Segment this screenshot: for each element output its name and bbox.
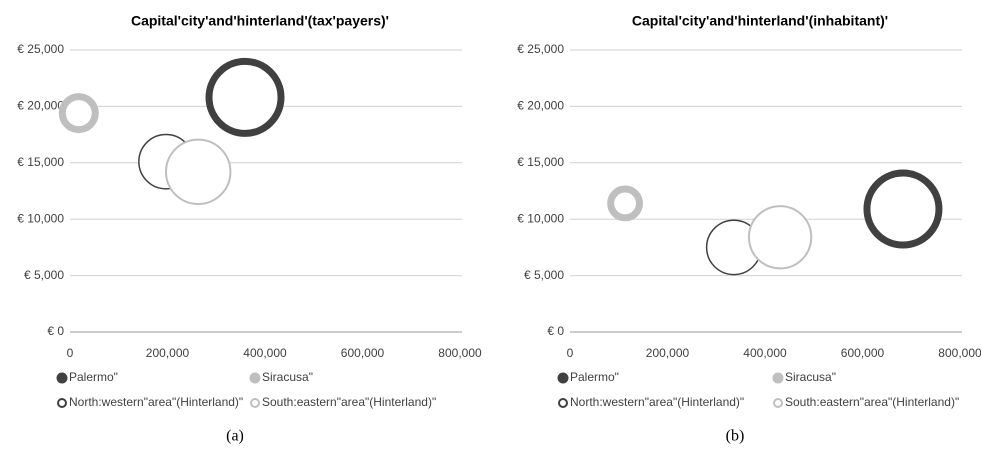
legend-label: South:eastern"area"(Hinterland)" <box>262 395 436 409</box>
bubble <box>58 93 99 134</box>
y-tick-label: € 5,000 <box>524 268 564 282</box>
legend-marker <box>772 372 784 384</box>
legend-label: Siracusa" <box>262 370 313 384</box>
x-tick-label: 600,000 <box>841 346 885 360</box>
x-tick-label: 0 <box>67 346 74 360</box>
y-tick-label: € 0 <box>47 324 64 338</box>
legend-label: Palermo" <box>570 370 619 384</box>
x-tick-label: 400,000 <box>243 346 287 360</box>
y-tick-label: € 20,000 <box>17 99 64 113</box>
legend-label: North:western"area"(Hinterland)" <box>570 395 744 409</box>
y-tick-label: € 10,000 <box>17 211 64 225</box>
legend-marker <box>558 398 568 408</box>
caption: (b) <box>726 428 745 445</box>
legend-label: Siracusa" <box>785 370 836 384</box>
y-tick-label: € 0 <box>547 324 564 338</box>
bubble <box>607 185 643 222</box>
y-tick-label: € 20,000 <box>517 99 564 113</box>
y-tick-label: € 10,000 <box>517 211 564 225</box>
x-tick-label: 800,000 <box>938 346 981 360</box>
chart-title: Capital'city'and'hinterland'(inhabitant)… <box>632 13 888 29</box>
x-tick-label: 200,000 <box>646 346 690 360</box>
x-tick-label: 400,000 <box>743 346 787 360</box>
bubble <box>747 205 813 270</box>
x-tick-label: 200,000 <box>146 346 190 360</box>
y-tick-label: € 15,000 <box>17 155 64 169</box>
x-tick-label: 600,000 <box>341 346 385 360</box>
legend-marker <box>56 372 68 384</box>
legend-label: Palermo" <box>69 370 118 384</box>
y-tick-label: € 15,000 <box>517 155 564 169</box>
legend-marker <box>249 372 261 384</box>
x-tick-label: 800,000 <box>438 346 482 360</box>
caption: (a) <box>226 428 244 445</box>
x-tick-label: 0 <box>567 346 574 360</box>
legend-marker <box>57 398 67 408</box>
legend-label: South:eastern"area"(Hinterland)" <box>785 395 959 409</box>
legend-marker <box>557 372 569 384</box>
legend-marker <box>773 398 783 408</box>
legend-label: North:western"area"(Hinterland)" <box>69 395 243 409</box>
y-tick-label: € 25,000 <box>517 42 564 56</box>
bubble <box>205 57 285 137</box>
legend-marker <box>250 398 260 408</box>
bubble <box>863 169 943 249</box>
y-tick-label: € 5,000 <box>24 268 64 282</box>
chart-title: Capital'city'and'hinterland'(tax'payers)… <box>131 13 389 29</box>
y-tick-label: € 25,000 <box>17 42 64 56</box>
bubble <box>165 138 232 206</box>
